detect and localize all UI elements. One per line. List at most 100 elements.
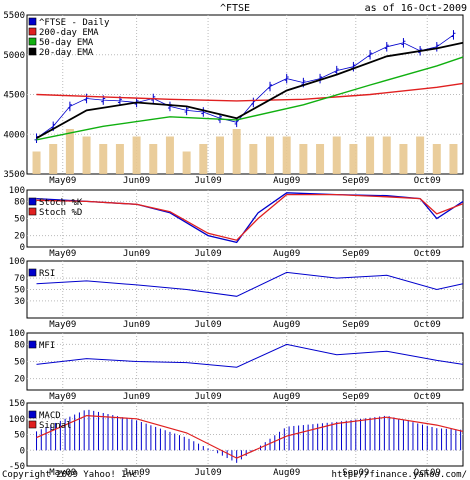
volume-bar xyxy=(165,136,174,174)
legend-swatch xyxy=(28,47,37,56)
y-tick-label: 100 xyxy=(9,329,25,339)
y-tick-label: 5000 xyxy=(3,51,25,61)
x-tick-label: Jul09 xyxy=(195,320,222,330)
y-tick-label: -50 xyxy=(9,462,25,472)
y-tick-label: 100 xyxy=(9,186,25,196)
y-tick-label: 0 xyxy=(20,446,25,456)
legend-swatch xyxy=(28,197,37,206)
x-tick-label: Sep09 xyxy=(342,176,369,186)
volume-bar xyxy=(282,136,291,174)
stochastic-frame xyxy=(26,189,464,248)
chart-title: ^FTSE xyxy=(220,3,250,14)
series-50-day-ema xyxy=(36,56,464,141)
macd-frame xyxy=(26,402,464,467)
x-tick-label: Aug09 xyxy=(273,320,300,330)
y-tick-label: 20 xyxy=(14,232,25,242)
copyright-notice: Copyright 2009 Yahoo! Inc. xyxy=(2,470,143,480)
rsi-line xyxy=(36,271,464,297)
x-tick-label: Oct09 xyxy=(414,249,441,259)
volume-bar xyxy=(249,144,258,174)
legend-swatch xyxy=(28,207,37,216)
volume-bar xyxy=(215,136,224,174)
volume-bar xyxy=(266,136,275,174)
y-tick-label: 0 xyxy=(20,243,25,253)
volume-bar xyxy=(316,144,325,174)
volume-bar xyxy=(449,144,458,174)
y-tick-label: 80 xyxy=(14,340,25,350)
x-tick-label: Jun09 xyxy=(123,468,150,478)
y-tick-label: 70 xyxy=(14,274,25,284)
legend-label: Signal xyxy=(39,421,72,431)
x-tick-label: Sep09 xyxy=(342,392,369,402)
price-panel: 3500 4000 4500 5000 5500 May09 Jun09 Jul09 Aug09… xyxy=(3,11,464,186)
y-tick-label: 150 xyxy=(9,399,25,409)
stoch-d-line xyxy=(36,193,464,241)
y-tick-label: 50 xyxy=(14,358,25,368)
as-of-date: as of 16-Oct-2009 xyxy=(365,3,467,14)
y-tick-label: 100 xyxy=(9,415,25,425)
price-line xyxy=(36,34,454,139)
signal-line xyxy=(36,414,464,459)
y-tick-label: 30 xyxy=(14,297,25,307)
x-tick-label: Oct09 xyxy=(414,468,441,478)
y-tick-label: 3500 xyxy=(3,170,25,180)
x-tick-label: Jul09 xyxy=(195,468,222,478)
volume-bar xyxy=(182,151,191,174)
x-tick-label: Sep09 xyxy=(342,468,369,478)
macd-panel: -50 0 50 100 150 May09 Jun09 Jul09 Aug09 Sep09 Oct… xyxy=(9,399,464,478)
volume-bar xyxy=(399,144,408,174)
y-tick-label: 80 xyxy=(14,197,25,207)
y-tick-label: 5500 xyxy=(3,11,25,21)
y-tick-label: 20 xyxy=(14,375,25,385)
legend-swatch xyxy=(28,340,37,349)
y-tick-label: 50 xyxy=(14,215,25,225)
legend-label: 200-day EMA xyxy=(39,28,99,38)
mfi-frame xyxy=(26,332,464,391)
legend-swatch xyxy=(28,410,37,419)
source-url[interactable]: http://finance.yahoo.com/ xyxy=(332,470,467,480)
legend-swatch xyxy=(28,420,37,429)
x-tick-label: May09 xyxy=(49,468,76,478)
volume-bar xyxy=(65,129,74,174)
x-tick-label: Sep09 xyxy=(342,249,369,259)
x-tick-label: Jun09 xyxy=(123,249,150,259)
x-tick-label: Oct09 xyxy=(414,176,441,186)
legend-label: Stoch %K xyxy=(39,198,83,208)
legend-swatch xyxy=(28,268,37,277)
x-tick-label: Oct09 xyxy=(414,320,441,330)
x-tick-label: Sep09 xyxy=(342,320,369,330)
volume-bar xyxy=(99,144,108,174)
x-tick-label: Jul09 xyxy=(195,176,222,186)
legend-label: 20-day EMA xyxy=(39,48,94,58)
volume-bar xyxy=(232,129,241,174)
legend-label: RSI xyxy=(39,269,55,279)
rsi-frame xyxy=(26,260,464,319)
x-tick-label: Jun09 xyxy=(123,320,150,330)
volume-bar xyxy=(49,144,58,174)
y-tick-label: 4000 xyxy=(3,130,25,140)
x-tick-label: Aug09 xyxy=(273,249,300,259)
legend-label: Stoch %D xyxy=(39,208,82,218)
x-tick-label: May09 xyxy=(49,320,76,330)
legend-swatch xyxy=(28,37,37,46)
x-tick-label: Jul09 xyxy=(195,249,222,259)
y-tick-label: 4500 xyxy=(3,91,25,101)
legend-label: ^FTSE - Daily xyxy=(39,18,110,28)
x-tick-label: Jun09 xyxy=(123,392,150,402)
x-tick-label: Aug09 xyxy=(273,392,300,402)
volume-bar xyxy=(366,136,375,174)
volume-bar xyxy=(349,144,358,174)
y-tick-label: 50 xyxy=(14,286,25,296)
x-tick-label: Jun09 xyxy=(123,176,150,186)
legend-label: MFI xyxy=(39,341,55,351)
volume-bar xyxy=(416,136,425,174)
volume-bar xyxy=(199,144,208,174)
x-tick-label: Jul09 xyxy=(195,392,222,402)
volume-bar xyxy=(382,136,391,174)
volume-bar xyxy=(299,144,308,174)
legend-label: MACD xyxy=(39,411,61,421)
